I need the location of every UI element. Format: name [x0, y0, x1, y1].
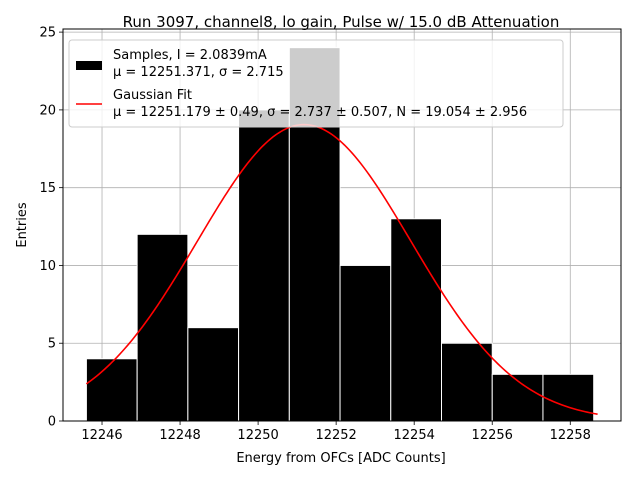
x-tick-label: 12254	[394, 428, 435, 443]
x-tick-label: 12256	[472, 428, 513, 443]
x-axis-ticks: 12246 12248 12250 12252 12254 12256 12258	[81, 421, 591, 443]
legend-samples-swatch	[76, 61, 102, 70]
legend: Samples, I = 2.0839mA μ = 12251.371, σ =…	[68, 39, 564, 128]
y-axis-label: Entries	[15, 202, 30, 248]
x-tick-label: 12252	[315, 428, 356, 443]
x-axis-label: Energy from OFCs [ADC Counts]	[236, 451, 445, 466]
gaussian-fit-curve	[85, 123, 598, 415]
histogram-bar	[136, 233, 189, 422]
histogram-bar	[542, 373, 595, 422]
histogram-bar	[491, 373, 544, 422]
y-tick-label: 10	[39, 259, 56, 274]
legend-samples-stats: μ = 12251.371, σ = 2.715	[113, 65, 284, 80]
y-tick-label: 5	[48, 337, 56, 352]
y-tick-label: 25	[39, 26, 56, 41]
x-tick-label: 12246	[81, 428, 122, 443]
y-tick-label: 15	[39, 181, 56, 196]
plot-area-frame	[62, 28, 622, 422]
chart-title: Run 3097, channel8, lo gain, Pulse w/ 15…	[123, 13, 560, 31]
x-tick-label: 12250	[237, 428, 278, 443]
y-axis-ticks: 0 5 10 15 20 25	[39, 26, 63, 430]
legend-fit-label: Gaussian Fit	[113, 88, 192, 103]
x-tick-label: 12258	[550, 428, 591, 443]
histogram-bar	[85, 358, 138, 422]
histogram-bar	[441, 342, 493, 422]
legend-fit-stats: μ = 12251.179 ± 0.49, σ = 2.737 ± 0.507,…	[113, 105, 527, 120]
y-tick-label: 0	[48, 415, 56, 430]
histogram-bar	[390, 218, 443, 422]
legend-samples-label: Samples, I = 2.0839mA	[113, 48, 267, 63]
histogram-bar	[339, 264, 392, 422]
histogram-bar	[238, 109, 290, 422]
x-tick-label: 12248	[159, 428, 200, 443]
histogram-bar	[187, 327, 240, 422]
y-tick-label: 20	[39, 103, 56, 118]
legend-box	[68, 39, 564, 128]
